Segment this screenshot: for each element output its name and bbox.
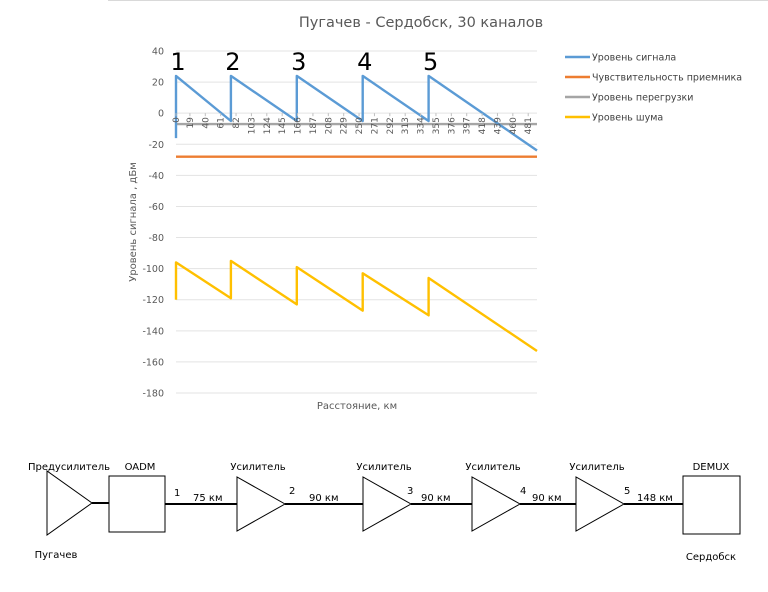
amplifier-1-label: Усилитель (230, 462, 285, 473)
span-length-3: 90 км (421, 493, 451, 504)
start-city-label: Пугачев (35, 550, 78, 561)
y-tick-label: 0 (158, 109, 164, 120)
series-line-3 (174, 259, 538, 352)
amplifier-number-marker: 3 (291, 48, 306, 76)
preamp-label: Предусилитель (28, 462, 110, 473)
oadm-label: OADM (125, 462, 156, 473)
x-tick-label: 292 (386, 117, 396, 134)
series-line-0 (174, 74, 538, 152)
y-tick-label: 40 (152, 47, 164, 58)
legend-entry: Уровень шума (592, 113, 663, 124)
amplifier-number-marker: 1 (170, 48, 185, 76)
amplifier-4-triangle (575, 476, 626, 532)
level-chart: Пугачев - Сердобск, 30 каналов 40200-20-… (128, 15, 742, 412)
x-axis-label: Расстояние, км (317, 401, 397, 412)
y-tick-label: -80 (148, 233, 164, 244)
x-tick-label: 0 (172, 117, 182, 123)
chart-legend: Уровень сигнала Чувствительность приемник… (565, 53, 742, 124)
y-tick-label: -20 (148, 140, 164, 151)
amplifier-number-marker: 5 (423, 48, 438, 76)
amplifier-3-triangle (471, 476, 522, 532)
span-length-2: 90 км (309, 493, 339, 504)
x-tick-label: 19 (186, 117, 196, 129)
x-tick-label: 334 (417, 117, 427, 134)
demux-box (682, 475, 741, 535)
y-tick-label: -60 (148, 202, 164, 213)
amplifier-number-marker: 4 (357, 48, 372, 76)
y-tick-labels: 40 20 0 -20 -40 -60 -80 -100 -120 -140 -160 -180 (142, 47, 164, 400)
x-tick-label: 61 (217, 117, 227, 128)
amplifier-number-marker: 2 (225, 48, 240, 76)
y-tick-label: -40 (148, 171, 164, 182)
amplifier-1-triangle (236, 476, 287, 532)
x-tick-label: 271 (370, 117, 380, 134)
x-tick-label: 145 (278, 117, 288, 134)
span-number-3: 3 (407, 486, 413, 497)
x-tick-label: 187 (309, 117, 319, 134)
x-tick-label: 481 (524, 117, 534, 134)
legend-entry: Уровень перегрузки (592, 93, 693, 104)
amplifier-3-label: Усилитель (465, 462, 520, 473)
x-tick-label: 82 (232, 117, 242, 128)
x-tick-label: 439 (493, 117, 503, 134)
span-number-5: 5 (624, 486, 630, 497)
x-tick-label: 250 (355, 117, 365, 134)
amplifier-4-label: Усилитель (569, 462, 624, 473)
span-length-1: 75 км (193, 493, 223, 504)
demux-label: DEMUX (693, 462, 730, 473)
x-tick-label: 418 (478, 117, 488, 134)
y-tick-label: -120 (142, 295, 164, 306)
line-scheme: Предусилитель Пугачев OADM 1 75 км Усили… (28, 462, 741, 563)
preamp-triangle (46, 470, 93, 536)
amplifier-2-triangle (362, 476, 413, 532)
x-tick-label: 229 (340, 117, 350, 134)
legend-entry: Уровень сигнала (592, 53, 676, 64)
span-number-1: 1 (174, 488, 180, 499)
x-tick-label: 313 (401, 117, 411, 134)
y-tick-label: -100 (142, 264, 164, 275)
x-tick-label: 208 (324, 117, 334, 134)
x-tick-label: 40 (201, 117, 211, 129)
y-axis-label: Уровень сигнала , дБм (128, 162, 139, 282)
x-tick-label: 124 (263, 117, 273, 134)
x-tick-label: 166 (294, 117, 304, 134)
span-number-4: 4 (520, 486, 526, 497)
legend-entry: Чувствительность приемника (592, 73, 742, 84)
span-length-5: 148 км (637, 493, 673, 504)
amplifier-markers: 1 2 3 4 5 (170, 48, 438, 76)
span-length-4: 90 км (532, 493, 562, 504)
x-tick-label: 460 (509, 117, 519, 134)
end-city-label: Сердобск (686, 552, 736, 563)
x-axis: 0 19 40 61 82 103 124 145 166 187 208 229 250 271 292 3… (172, 113, 534, 134)
y-tick-label: -140 (142, 326, 164, 337)
y-tick-label: 20 (152, 78, 164, 89)
y-tick-label: -160 (142, 357, 164, 368)
chart-series (174, 74, 538, 352)
oadm-box (108, 475, 166, 533)
amplifier-2-label: Усилитель (356, 462, 411, 473)
chart-gridlines (176, 50, 537, 394)
x-tick-label: 103 (247, 117, 257, 134)
y-tick-label: -180 (142, 389, 164, 400)
span-number-2: 2 (289, 486, 295, 497)
x-tick-label: 376 (447, 117, 457, 134)
x-tick-label: 355 (432, 117, 442, 134)
chart-title: Пугачев - Сердобск, 30 каналов (299, 15, 543, 31)
x-tick-label: 397 (463, 117, 473, 134)
